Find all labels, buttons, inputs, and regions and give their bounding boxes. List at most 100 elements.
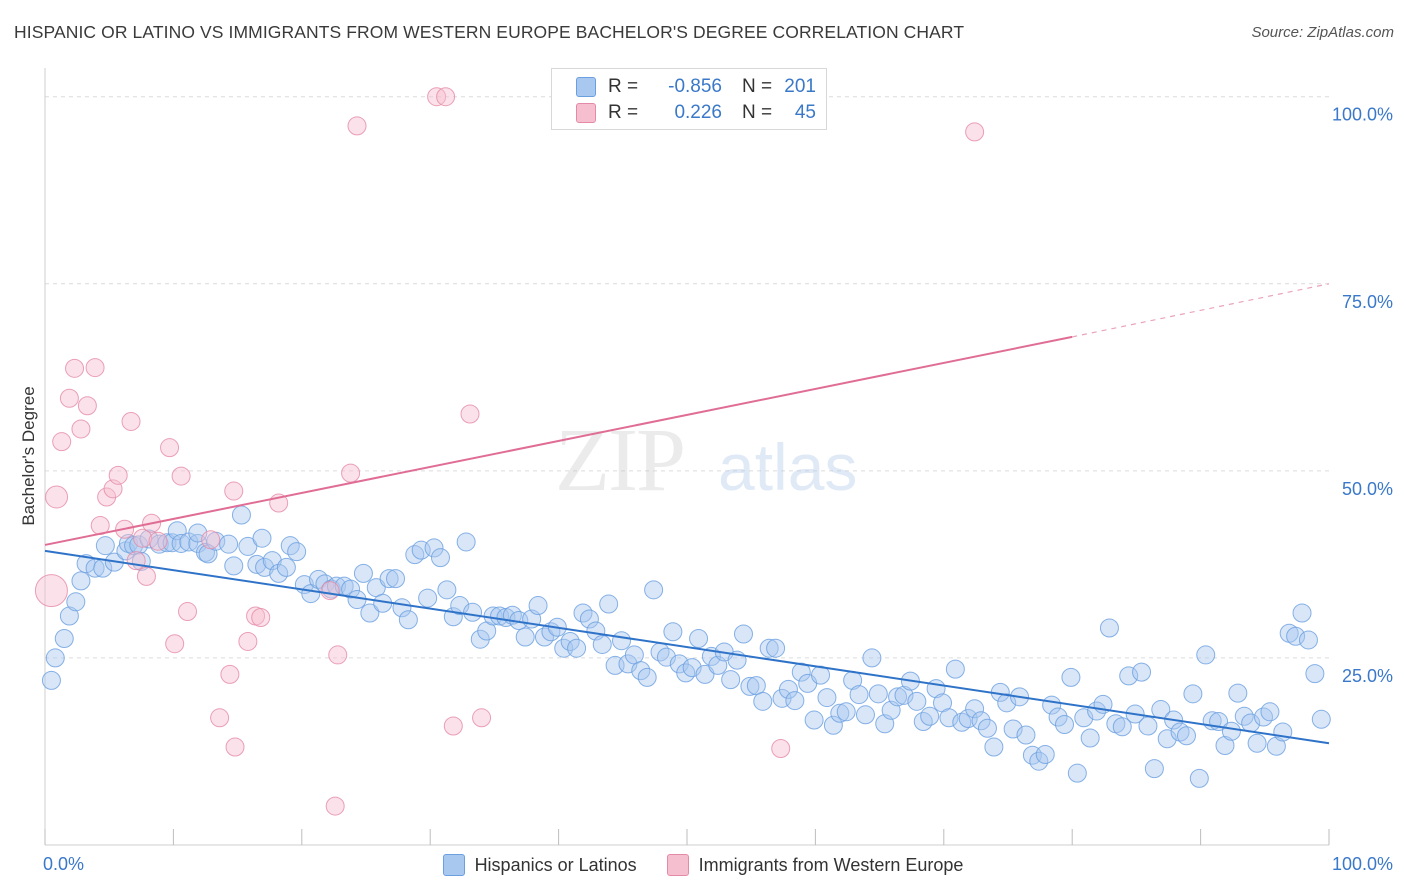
data-point — [171, 466, 191, 486]
data-point — [133, 528, 153, 548]
data-point — [888, 687, 908, 707]
axes — [44, 68, 1330, 846]
y-tick-label: 100.0% — [1332, 105, 1393, 125]
chart-title: HISPANIC OR LATINO VS IMMIGRANTS FROM WE… — [14, 22, 965, 42]
data-point — [592, 634, 612, 654]
data-point — [637, 667, 657, 687]
data-point — [855, 705, 875, 725]
data-point — [224, 556, 244, 576]
stats-swatch-western-europe — [576, 103, 596, 123]
y-tick-label: 25.0% — [1342, 666, 1393, 686]
data-point — [148, 531, 168, 551]
data-point — [219, 534, 239, 554]
data-point — [85, 358, 105, 378]
data-point — [977, 718, 997, 738]
data-point — [1221, 721, 1241, 741]
r-label: R = — [608, 102, 639, 123]
data-point — [1144, 759, 1164, 779]
data-point — [644, 580, 664, 600]
data-point — [515, 627, 535, 647]
data-point — [1003, 719, 1023, 739]
data-point — [579, 609, 599, 629]
data-point — [823, 715, 843, 735]
data-point — [252, 528, 272, 548]
data-point — [379, 569, 399, 589]
data-point — [320, 581, 340, 601]
data-point — [220, 664, 240, 684]
data-point — [165, 634, 185, 654]
data-point — [136, 566, 156, 586]
data-point — [276, 557, 296, 577]
data-point — [126, 551, 146, 571]
data-point — [443, 716, 463, 736]
trend-line-extension — [1072, 283, 1330, 338]
data-point — [952, 712, 972, 732]
trend-line-western-europe — [44, 335, 1073, 546]
data-point — [1305, 664, 1325, 684]
data-point — [534, 627, 554, 647]
data-point — [1132, 662, 1152, 682]
data-point — [328, 645, 348, 665]
data-point — [325, 796, 345, 816]
data-point — [1273, 722, 1293, 742]
data-point — [41, 670, 61, 690]
data-point — [269, 563, 289, 583]
data-point — [1292, 603, 1312, 623]
data-point — [456, 532, 476, 552]
data-point — [121, 411, 141, 431]
n-value: 45 — [794, 102, 816, 123]
data-point — [836, 702, 856, 722]
y-axis-label: Bachelor's Degree — [19, 386, 38, 525]
watermark: ZIP atlas — [555, 411, 857, 510]
data-point — [1112, 717, 1132, 737]
data-point — [210, 708, 230, 728]
data-point — [1286, 626, 1306, 646]
data-point — [676, 663, 696, 683]
data-point — [1170, 722, 1190, 742]
data-point — [689, 628, 709, 648]
trend-line-hispanic — [44, 549, 1330, 745]
data-point — [171, 533, 191, 553]
watermark-zip: ZIP — [555, 411, 684, 510]
data-point — [567, 638, 587, 658]
data-point — [45, 648, 65, 668]
stats-row-western-europe: R = 0.226 N = 45 — [576, 100, 816, 126]
n-label: N = — [742, 76, 773, 97]
data-point — [238, 536, 258, 556]
legend: Hispanics or Latinos Immigrants from Wes… — [0, 851, 1406, 879]
data-point — [1048, 707, 1068, 727]
stats-swatch-hispanic — [576, 77, 596, 97]
data-point — [1311, 709, 1331, 729]
legend-item-western-europe[interactable]: Immigrants from Western Europe — [666, 854, 963, 876]
data-point — [1080, 728, 1100, 748]
tick-labels: 25.0% 50.0% 75.0% 100.0% 0.0% 100.0% — [43, 105, 1393, 874]
data-point — [341, 579, 361, 599]
data-point — [1183, 684, 1203, 704]
data-point — [965, 699, 985, 719]
data-point — [108, 465, 128, 485]
data-point — [785, 691, 805, 711]
legend-swatch-western-europe — [666, 854, 689, 876]
data-point — [1016, 725, 1036, 745]
legend-label: Hispanics or Latinos — [474, 854, 637, 875]
data-point — [66, 592, 86, 612]
data-point — [201, 530, 221, 550]
data-point — [472, 708, 492, 728]
data-point — [862, 648, 882, 668]
data-point — [247, 554, 267, 574]
x-tick-label: 0.0% — [43, 854, 84, 874]
data-point — [804, 710, 824, 730]
data-point — [386, 569, 406, 589]
y-tick-label: 75.0% — [1342, 292, 1393, 312]
data-point — [817, 688, 837, 708]
legend-item-hispanic[interactable]: Hispanics or Latinos — [442, 854, 637, 876]
data-point — [45, 485, 69, 509]
data-point — [255, 557, 275, 577]
data-point — [225, 737, 245, 757]
data-point — [353, 563, 373, 583]
data-point — [663, 622, 683, 642]
data-point — [599, 594, 619, 614]
data-point — [65, 358, 85, 378]
data-point — [1266, 736, 1286, 756]
y-tick-label: 50.0% — [1342, 479, 1393, 499]
